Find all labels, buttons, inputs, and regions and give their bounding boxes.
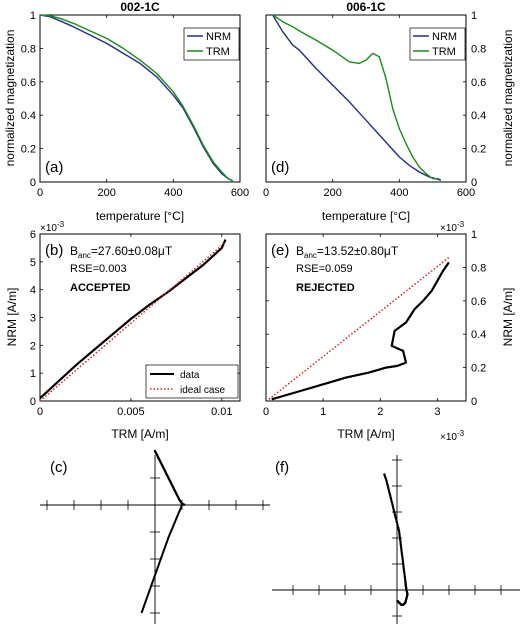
y-multiplier-e: ×10-3 <box>440 220 465 234</box>
y-tick-label: 1 <box>471 10 477 22</box>
legend-box-d <box>409 27 466 61</box>
x-tick-label: 200 <box>97 187 115 199</box>
legend-label-ideal-b: ideal case <box>180 385 225 396</box>
xlabel-d: temperature [°C] <box>322 209 410 223</box>
panel-label-d: (d) <box>271 159 289 176</box>
series-line-trm <box>272 14 440 180</box>
ylabel-a: normalized magnetization <box>3 30 17 167</box>
panel-a: 002-1C temperature [°C] normalized magne… <box>3 0 249 223</box>
y-tick-label: 0.2 <box>471 363 486 375</box>
legend-label-trm-a: TRM <box>206 46 230 58</box>
panel-label-c: (c) <box>50 459 68 476</box>
y-tick-label: 3 <box>30 313 36 325</box>
legend-box-a <box>183 27 240 61</box>
y-tick-label: 6 <box>30 229 36 241</box>
y-tick-label: 1 <box>30 10 36 22</box>
legend-box-b <box>145 364 239 399</box>
x-tick-label: 0.01 <box>211 406 232 418</box>
series-line-trm <box>39 14 234 183</box>
y-tick-label: 0 <box>30 177 36 189</box>
xlabel-e: TRM [A/m] <box>337 427 394 441</box>
panel-b: TRM [A/m] NRM [A/m] ×10-3 (b) Banc=27.60… <box>5 220 241 441</box>
status-text-b: ACCEPTED <box>70 282 131 294</box>
x-tick-label: 1 <box>320 406 326 418</box>
series-line-nrm <box>39 14 234 183</box>
legend-label-nrm-a: NRM <box>206 31 231 43</box>
y-tick-label: 0.6 <box>471 296 486 308</box>
axes-frame-e <box>265 233 467 402</box>
series-line-ideal <box>268 256 450 400</box>
projection-point <box>396 599 399 603</box>
title-d: 006-1C <box>346 0 386 14</box>
legend-d: NRM TRM <box>409 27 466 61</box>
x-tick-label: 2 <box>377 406 383 418</box>
y-tick-label: 0 <box>471 177 477 189</box>
x-tick-label: 600 <box>457 187 475 199</box>
legend-label-data-b: data <box>180 370 200 381</box>
y-tick-label: 0 <box>471 396 477 408</box>
x-multiplier-e: ×10-3 <box>440 429 465 443</box>
y-tick-label: 0 <box>30 396 36 408</box>
projection-point <box>183 503 186 506</box>
panel-label-f: (f) <box>275 459 289 476</box>
panel-e: TRM [A/m] NRM [A/m] ×10-3 ×10-3 (e) Banc… <box>263 220 515 443</box>
xlabel-a: temperature [°C] <box>96 209 184 223</box>
series-line-ideal-case <box>39 241 226 402</box>
x-tick-label: 3 <box>434 406 440 418</box>
ylabel-e: NRM [A/m] <box>501 288 515 347</box>
y-tick-label: 0.8 <box>471 262 486 274</box>
x-tick-label: 200 <box>323 187 341 199</box>
y-multiplier-b: ×10-3 <box>40 220 65 234</box>
axes-frame-a <box>39 14 241 183</box>
axes-frame-d <box>265 14 467 183</box>
y-tick-label: 0.4 <box>21 110 36 122</box>
xlabel-b: TRM [A/m] <box>111 427 168 441</box>
y-tick-label: 0.8 <box>21 43 36 55</box>
ylabel-b: NRM [A/m] <box>5 288 19 347</box>
y-tick-label: 2 <box>30 340 36 352</box>
y-tick-label: 5 <box>30 257 36 269</box>
x-tick-label: 0 <box>37 187 43 199</box>
x-tick-label: 400 <box>164 187 182 199</box>
projection-line <box>140 504 183 614</box>
y-tick-label: 0.4 <box>471 329 486 341</box>
status-text-e: REJECTED <box>296 282 355 294</box>
legend-label-trm-d: TRM <box>432 46 456 58</box>
rse-text-b: RSE=0.003 <box>70 263 127 275</box>
legend-b: data ideal case <box>145 364 239 399</box>
y-tick-label: 4 <box>30 285 36 297</box>
panel-d: 006-1C temperature [°C] normalized magne… <box>263 0 515 223</box>
y-tick-label: 1 <box>471 229 477 241</box>
rse-text-e: RSE=0.059 <box>296 263 353 275</box>
banc-text-b: Banc=27.60±0.08μT <box>70 244 173 260</box>
y-tick-label: 0.4 <box>471 110 486 122</box>
panel-label-b: (b) <box>45 242 63 259</box>
legend-a: NRM TRM <box>183 27 240 61</box>
x-tick-label: 0 <box>263 187 269 199</box>
y-tick-label: 0.6 <box>471 77 486 89</box>
x-tick-label: 0.005 <box>117 406 145 418</box>
x-tick-label: 0 <box>37 406 43 418</box>
legend-label-nrm-d: NRM <box>432 31 457 43</box>
panel-label-a: (a) <box>45 159 63 176</box>
panel-f: (f) <box>272 455 520 624</box>
ylabel-d: normalized magnetization <box>501 30 515 167</box>
panel-label-e: (e) <box>271 242 289 259</box>
series-line-nrm <box>272 14 442 181</box>
series-line-data <box>271 261 450 401</box>
y-tick-label: 0.2 <box>471 144 486 156</box>
x-tick-label: 400 <box>390 187 408 199</box>
panel-c: (c) <box>40 449 270 624</box>
y-tick-label: 0.8 <box>471 43 486 55</box>
series-line-data <box>39 239 227 400</box>
y-tick-label: 0.2 <box>21 144 36 156</box>
banc-text-e: Banc=13.52±0.80μT <box>296 244 399 260</box>
y-tick-label: 1 <box>30 368 36 380</box>
y-tick-label: 0.6 <box>21 77 36 89</box>
x-tick-label: 0 <box>263 406 269 418</box>
x-tick-label: 600 <box>231 187 249 199</box>
title-a: 002-1C <box>120 0 160 14</box>
